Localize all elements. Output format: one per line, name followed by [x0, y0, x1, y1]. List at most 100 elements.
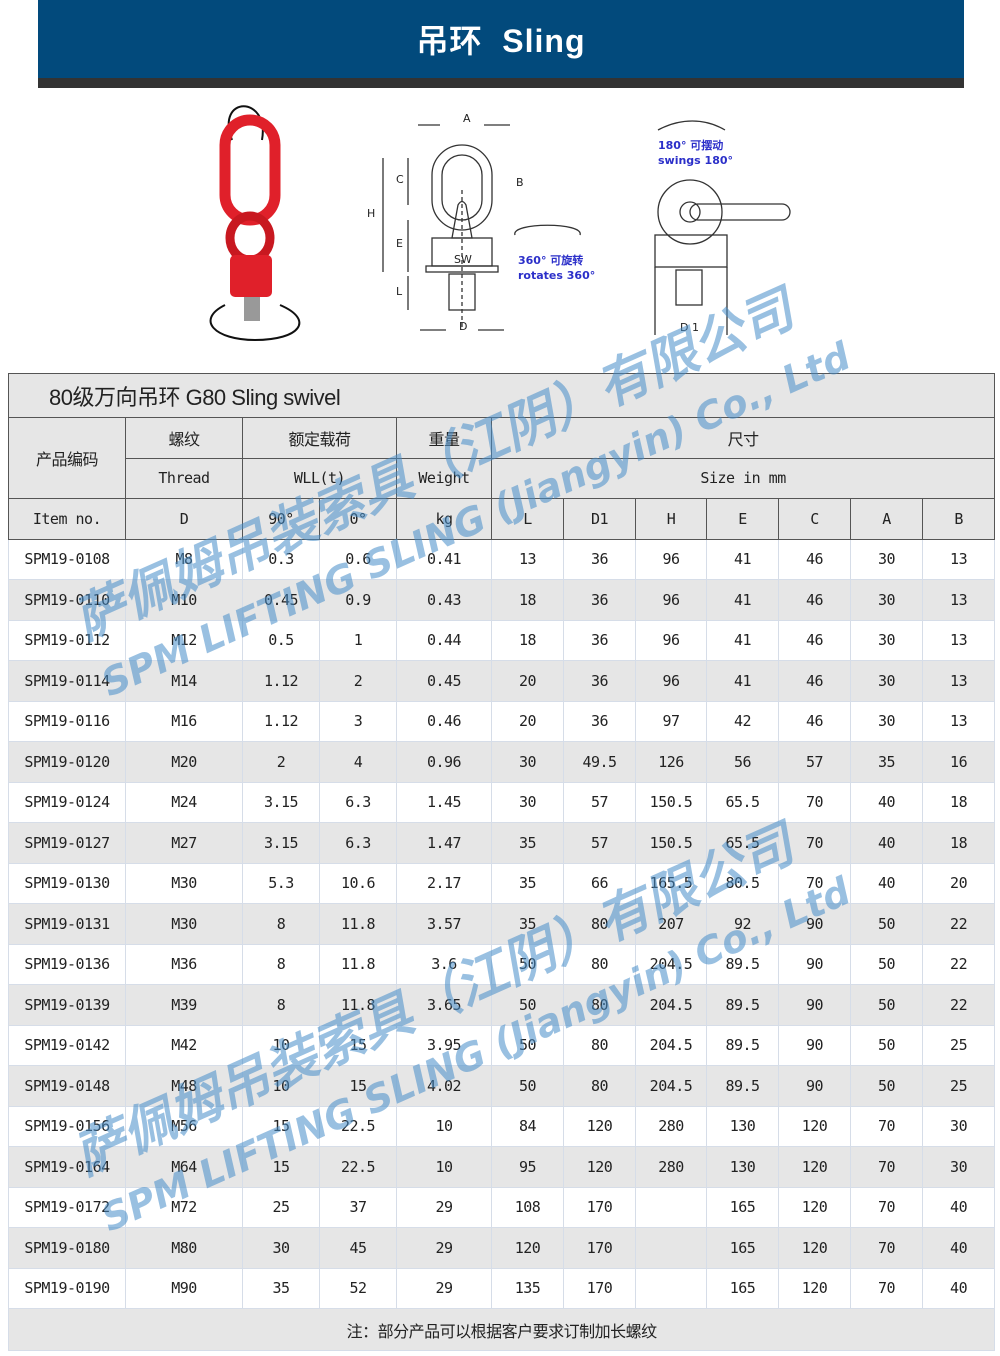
- table-row: SPM19-0131 M30 8 11.8 3.57 35 80 207 92 90 50 22: [8, 903, 996, 945]
- table-cell: 92: [706, 903, 779, 945]
- table-cell: M39: [125, 984, 243, 1026]
- table-cell: SPM19-0156: [8, 1105, 126, 1147]
- table-cell: 46: [778, 700, 851, 742]
- table-cell: 150.5: [635, 781, 707, 823]
- table-cell: 120: [778, 1146, 851, 1188]
- table-cell: 10: [242, 1065, 320, 1107]
- header-code: 产品编码: [8, 417, 126, 499]
- table-cell: 165: [706, 1227, 779, 1269]
- table-cell: 8: [242, 943, 320, 985]
- table-cell: 1.47: [396, 822, 492, 864]
- table-cell: 36: [563, 700, 636, 742]
- table-cell: 120: [491, 1227, 564, 1269]
- table-cell: 204.5: [635, 984, 707, 1026]
- table-cell: 40: [921, 1186, 996, 1228]
- table-cell: 50: [850, 943, 923, 985]
- table-cell: 35: [850, 741, 923, 783]
- table-cell: 41: [706, 619, 779, 661]
- table-cell: 40: [921, 1267, 996, 1309]
- dim-label-b: B: [516, 176, 524, 189]
- table-cell: 29: [396, 1186, 492, 1228]
- table-cell: 207: [635, 903, 707, 945]
- table-cell: 96: [635, 619, 707, 661]
- table-cell: 70: [850, 1227, 923, 1269]
- table-cell: 22.5: [319, 1146, 397, 1188]
- table-cell: 35: [491, 822, 564, 864]
- table-cell: 150.5: [635, 822, 707, 864]
- table-cell: 0.46: [396, 700, 492, 742]
- header-thread-cn: 螺纹: [125, 417, 243, 459]
- dim-label-h: H: [367, 207, 375, 220]
- table-cell: 3.15: [242, 781, 320, 823]
- table-cell: 80: [563, 984, 636, 1026]
- table-row: SPM19-0136 M36 8 11.8 3.6 50 80 204.5 89.5 90 50 22: [8, 943, 996, 985]
- table-cell: 280: [635, 1146, 707, 1188]
- dim-label-a: A: [463, 112, 471, 125]
- table-cell: 1.45: [396, 781, 492, 823]
- table-cell: SPM19-0164: [8, 1146, 126, 1188]
- table-cell: 25: [921, 1024, 996, 1066]
- table-cell: 35: [242, 1267, 320, 1309]
- table-cell: 11.8: [319, 903, 397, 945]
- table-cell: 2: [319, 660, 397, 702]
- table-cell: 80: [563, 943, 636, 985]
- table-cell: M42: [125, 1024, 243, 1066]
- table-cell: 0.43: [396, 579, 492, 621]
- table-cell: 90: [778, 903, 851, 945]
- table-cell: 0.45: [242, 579, 320, 621]
- table-cell: M72: [125, 1186, 243, 1228]
- banner-title: 吊环 Sling: [416, 23, 586, 59]
- table-cell: 15: [242, 1146, 320, 1188]
- table-cell: 80: [563, 903, 636, 945]
- table-cell: M56: [125, 1105, 243, 1147]
- table-row: SPM19-0148 M48 10 15 4.02 50 80 204.5 89.5 90 50 25: [8, 1065, 996, 1107]
- table-cell: 13: [921, 660, 996, 702]
- table-cell: [635, 1267, 707, 1309]
- table-cell: 10: [396, 1146, 492, 1188]
- table-cell: 18: [921, 822, 996, 864]
- table-cell: 8: [242, 903, 320, 945]
- table-cell: M12: [125, 619, 243, 661]
- table-cell: 16: [921, 741, 996, 783]
- table-cell: 90: [778, 984, 851, 1026]
- table-cell: 3.65: [396, 984, 492, 1026]
- table-cell: 41: [706, 660, 779, 702]
- table-cell: [635, 1227, 707, 1269]
- table-cell: 120: [778, 1186, 851, 1228]
- table-cell: 89.5: [706, 1024, 779, 1066]
- table-cell: M36: [125, 943, 243, 985]
- table-cell: 97: [635, 700, 707, 742]
- header-b: B: [921, 498, 996, 540]
- dim-label-d1: D 1: [680, 321, 699, 334]
- table-cell: 70: [850, 1146, 923, 1188]
- table-cell: 170: [563, 1186, 636, 1228]
- table-cell: 90: [778, 943, 851, 985]
- table-row: SPM19-0180 M80 30 45 29 120 170 165 120 70 40: [8, 1227, 996, 1269]
- banner-underline: [38, 78, 964, 88]
- table-cell: 50: [491, 1065, 564, 1107]
- table-cell: 35: [491, 903, 564, 945]
- table-cell: M14: [125, 660, 243, 702]
- header-e: E: [706, 498, 779, 540]
- table-cell: SPM19-0139: [8, 984, 126, 1026]
- dim-label-l: L: [396, 285, 403, 298]
- dim-label-sw: SW: [454, 253, 472, 266]
- table-cell: 36: [563, 579, 636, 621]
- table-cell: SPM19-0116: [8, 700, 126, 742]
- table-cell: 13: [921, 538, 996, 580]
- table-cell: 20: [921, 862, 996, 904]
- table-cell: 1: [319, 619, 397, 661]
- table-cell: 29: [396, 1227, 492, 1269]
- table-cell: 22: [921, 943, 996, 985]
- table-cell: 46: [778, 619, 851, 661]
- table-cell: SPM19-0142: [8, 1024, 126, 1066]
- table-cell: SPM19-0190: [8, 1267, 126, 1309]
- table-cell: 36: [563, 538, 636, 580]
- table-cell: 120: [778, 1267, 851, 1309]
- table-cell: 120: [563, 1146, 636, 1188]
- table-cell: 50: [491, 943, 564, 985]
- table-row: SPM19-0108 M8 0.3 0.6 0.41 13 36 96 41 46 30 13: [8, 538, 996, 580]
- table-row: SPM19-0127 M27 3.15 6.3 1.47 35 57 150.5 65.5 70 4…: [8, 822, 996, 864]
- table-cell: 120: [778, 1227, 851, 1269]
- table-cell: 49.5: [563, 741, 636, 783]
